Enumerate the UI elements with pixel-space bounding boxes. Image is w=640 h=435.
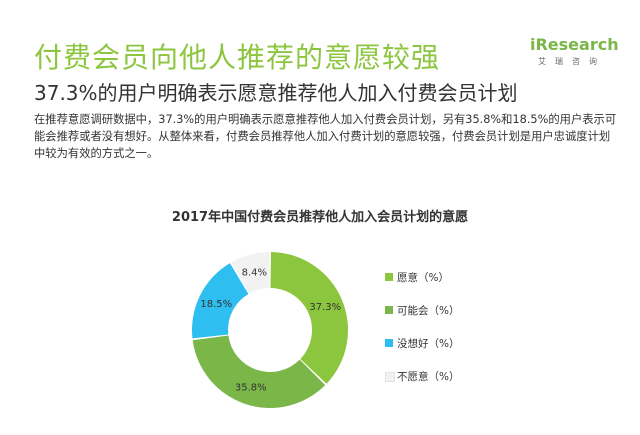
chart-title: 2017年中国付费会员推荐他人加入会员计划的意愿 [171, 210, 469, 225]
slice-data-label: 8.4% [242, 268, 267, 279]
description-paragraph: 在推荐意愿调研数据中，37.3%的用户明确表示愿意推荐他人加入付费会员计划，另有… [34, 113, 617, 160]
legend-label: 可能会（%） [397, 305, 460, 317]
iresearch-logo: iResearch 艾瑞咨询 [526, 35, 619, 71]
slice-undecided [192, 263, 249, 339]
logo-subtext: 艾瑞咨询 [538, 57, 606, 66]
legend-swatch [385, 273, 393, 281]
legend-label: 不愿意（%） [397, 371, 460, 383]
slice-data-label: 35.8% [235, 382, 267, 393]
legend-label: 愿意（%） [397, 272, 449, 284]
slice-data-label: 18.5% [200, 299, 232, 310]
legend-swatch [385, 339, 393, 347]
legend-swatch [385, 372, 395, 382]
slice-willing [270, 252, 348, 384]
slice-data-label: 37.3% [309, 302, 341, 313]
page-title: 付费会员向他人推荐的意愿较强 [34, 41, 441, 74]
logo-wordmark: iResearch [530, 35, 619, 54]
legend-swatch [385, 306, 393, 314]
donut-chart: 37.3% 35.8% 18.5% 8.4% [192, 252, 348, 408]
slice-unwilling [231, 252, 270, 294]
slice-maybe [192, 335, 326, 408]
page-subtitle: 37.3%的用户明确表示愿意推荐他人加入付费会员计划 [34, 81, 518, 105]
legend-label: 没想好（%） [397, 338, 460, 350]
